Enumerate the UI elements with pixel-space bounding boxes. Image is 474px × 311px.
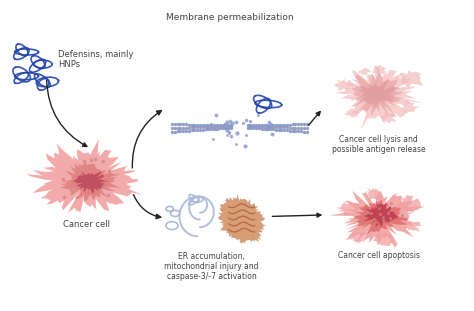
Polygon shape (373, 233, 392, 246)
Polygon shape (373, 65, 387, 75)
Polygon shape (27, 139, 143, 213)
Polygon shape (61, 163, 120, 201)
Polygon shape (218, 194, 266, 244)
Text: Defensins, mainly
HNPs: Defensins, mainly HNPs (58, 50, 134, 69)
Polygon shape (403, 221, 421, 232)
Polygon shape (366, 188, 383, 200)
Polygon shape (401, 100, 419, 113)
Polygon shape (358, 80, 398, 108)
Polygon shape (334, 79, 355, 91)
Polygon shape (348, 232, 372, 243)
Text: Cancer cell lysis and
possible antigen release: Cancer cell lysis and possible antigen r… (332, 135, 426, 155)
Polygon shape (351, 73, 406, 117)
Polygon shape (221, 198, 262, 240)
Text: Cancer cell: Cancer cell (63, 220, 109, 229)
Polygon shape (329, 187, 426, 248)
Text: Membrane permeabilization: Membrane permeabilization (166, 13, 294, 22)
Polygon shape (380, 111, 396, 123)
Text: Cancer cell apoptosis: Cancer cell apoptosis (337, 251, 419, 260)
Text: ER accumulation,
mitochondrial injury and
caspase-3/-7 activation: ER accumulation, mitochondrial injury an… (164, 252, 259, 281)
Polygon shape (400, 70, 423, 87)
Polygon shape (73, 171, 109, 194)
Polygon shape (336, 202, 360, 216)
Polygon shape (357, 68, 372, 76)
Polygon shape (344, 108, 359, 118)
Polygon shape (395, 195, 421, 213)
Polygon shape (335, 66, 423, 129)
Polygon shape (354, 199, 408, 235)
Polygon shape (363, 201, 398, 227)
